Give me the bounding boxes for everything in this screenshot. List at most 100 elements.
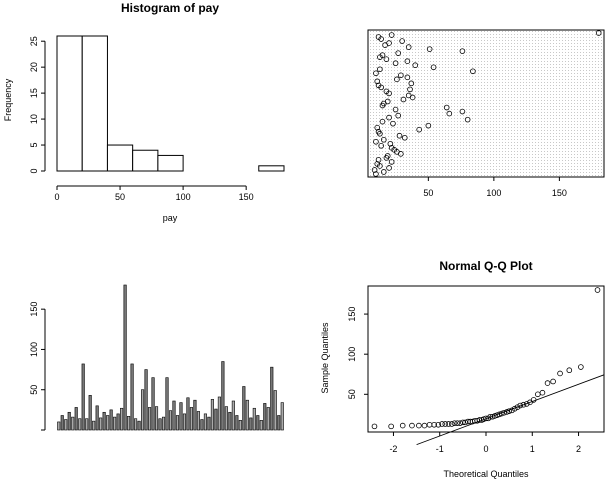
scatter-point	[383, 56, 390, 62]
bar	[81, 363, 85, 431]
scatter-axes: 50 100 150	[423, 177, 567, 198]
qq-point	[550, 378, 556, 385]
scatter-point	[375, 157, 382, 163]
bar	[78, 418, 82, 431]
histogram-bar	[81, 35, 108, 172]
scatter-point	[395, 50, 402, 56]
scatter-point	[375, 82, 382, 89]
bar	[165, 377, 169, 431]
bar	[137, 420, 141, 431]
scatter-point	[383, 88, 390, 95]
bar	[203, 413, 207, 431]
bar	[175, 415, 180, 431]
bar	[106, 415, 110, 431]
scatter-point	[373, 171, 379, 177]
bar	[210, 399, 214, 431]
qq-point	[544, 380, 551, 386]
scatter-point	[443, 104, 450, 111]
bar	[280, 402, 284, 431]
scatter-point	[398, 72, 404, 79]
bar	[148, 407, 152, 431]
qq-point	[535, 391, 541, 398]
bar	[113, 416, 117, 431]
histogram-x-tick-label: 0	[54, 192, 59, 202]
bar	[64, 419, 68, 431]
bar	[99, 417, 103, 431]
scatter-point	[404, 58, 411, 64]
qq-point	[460, 419, 466, 426]
barplot-bars	[57, 284, 284, 431]
qq-panel: Normal Q-Q Plot Theoretical Quantiles Sa…	[320, 259, 605, 479]
scatter-dotted-background	[368, 30, 604, 177]
bar	[85, 418, 89, 431]
bar	[179, 402, 183, 431]
qq-point	[448, 421, 455, 427]
histogram-axes: 0 50 100 150 0 5 10 15 20 25	[29, 36, 254, 202]
qq-point	[509, 407, 515, 414]
bar	[60, 415, 64, 431]
bar	[263, 403, 267, 431]
qq-reference-line	[416, 374, 605, 446]
scatter-point	[426, 46, 433, 52]
scatter-point	[374, 78, 381, 85]
scatter-point	[390, 120, 396, 127]
scatter-point	[375, 128, 382, 135]
scatter-x-tick-label: 100	[486, 188, 501, 198]
barplot-panel: 50 100 150	[29, 284, 284, 431]
bar	[102, 411, 106, 431]
bar	[249, 417, 253, 431]
histogram-y-tick-label: 20	[29, 62, 39, 72]
scatter-point	[384, 153, 391, 159]
bar	[196, 411, 200, 431]
qq-point	[539, 389, 546, 396]
scatter-point	[379, 52, 386, 58]
scatter-point	[388, 159, 395, 165]
qq-y-tick-label: 100	[347, 347, 357, 362]
barplot-y-tick-label: 100	[29, 342, 39, 357]
histogram-bars	[56, 35, 285, 172]
scatter-panel: 50 100 150	[367, 29, 605, 198]
scatter-point	[386, 114, 392, 121]
scatter-point	[416, 126, 422, 133]
bar	[200, 419, 204, 431]
bar	[57, 421, 61, 431]
qq-point	[416, 422, 422, 429]
qq-point	[431, 421, 437, 428]
bar	[224, 406, 228, 431]
bar	[207, 416, 211, 431]
scatter-point	[405, 44, 412, 50]
bar	[235, 415, 239, 431]
qq-point	[530, 397, 537, 403]
qq-point	[566, 367, 573, 374]
qq-point	[462, 419, 468, 426]
scatter-point	[459, 108, 466, 115]
scatter-point	[404, 74, 411, 81]
qq-point	[520, 401, 527, 408]
scatter-points	[371, 30, 602, 177]
scatter-point	[425, 122, 432, 129]
scatter-point	[388, 32, 395, 38]
histogram-x-label: pay	[163, 213, 178, 223]
bar	[120, 407, 124, 431]
qq-points	[371, 287, 601, 430]
bar	[245, 399, 249, 431]
histogram-y-tick-label: 10	[29, 114, 39, 124]
bar	[214, 408, 218, 431]
scatter-point	[388, 145, 395, 151]
scatter-point	[394, 76, 400, 83]
scatter-point	[395, 112, 402, 119]
bar	[141, 389, 145, 431]
qq-point	[557, 370, 563, 377]
bar	[182, 413, 187, 431]
qq-point	[442, 421, 449, 427]
scatter-point	[464, 116, 471, 123]
bar	[92, 420, 96, 431]
qq-x-tick-label: 0	[483, 444, 488, 454]
qq-axes: -2 -1 0 1 2 50 100 150	[347, 307, 581, 454]
bar	[168, 410, 173, 431]
qq-x-tick-label: 1	[530, 444, 535, 454]
scatter-point	[386, 165, 392, 171]
scatter-point	[392, 60, 399, 67]
histogram-bar	[132, 149, 159, 172]
bar	[130, 363, 134, 431]
